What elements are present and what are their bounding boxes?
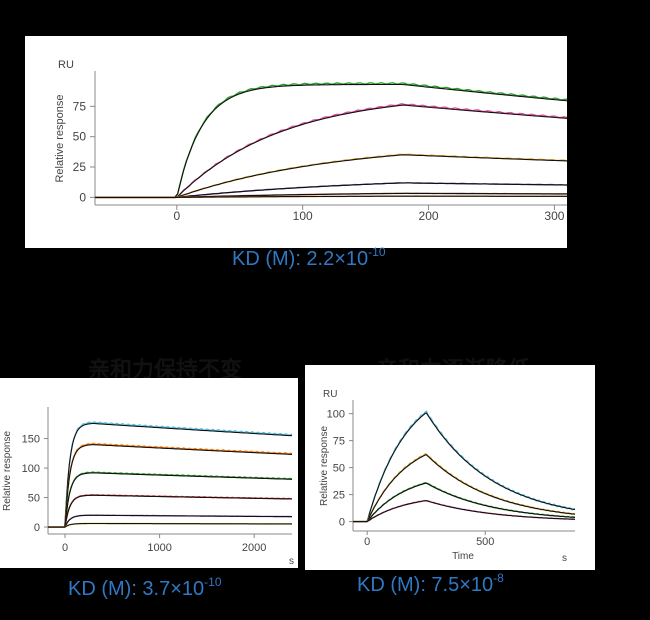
series-fit-line xyxy=(353,482,575,523)
sensorgram-chart-bottom-left: 0 50 100 150 0 1000 2000 Relative response s xyxy=(2,407,294,567)
y-tick-label: 25 xyxy=(73,160,87,174)
series-fit-line xyxy=(48,494,292,528)
x-tick-label: 0 xyxy=(173,209,180,223)
series-data-line xyxy=(95,181,568,199)
x-tick-label: 0 xyxy=(62,542,68,554)
series-fit-line xyxy=(48,422,293,528)
kd-label-bottom-right-exponent: -8 xyxy=(493,571,504,585)
chart-panel-top: 0 25 50 75 0 100 200 300 Relative response RU xyxy=(25,36,568,248)
y-tick-label: 50 xyxy=(333,463,345,475)
y-tick-label: 25 xyxy=(333,490,345,502)
x-tick-label: 0 xyxy=(364,536,370,548)
x-axis-label: Time xyxy=(452,551,474,562)
x-tick-label: 300 xyxy=(544,209,564,223)
x-unit-label: s xyxy=(289,556,294,567)
series-fit-line xyxy=(95,195,567,198)
sensorgram-chart-top: 0 25 50 75 0 100 200 300 Relative response RU xyxy=(54,59,568,223)
x-tick-label: 2000 xyxy=(242,542,266,554)
y-unit-label: RU xyxy=(58,59,74,71)
series-fit-line xyxy=(95,83,568,198)
series-fit-line xyxy=(48,444,293,528)
y-tick-label: 75 xyxy=(73,99,87,113)
kd-label-top-exponent: -10 xyxy=(368,245,386,259)
sensorgram-chart-bottom-right: 0 25 50 75 100 0 500 Relative response RU s Time xyxy=(319,389,576,564)
series-data-line xyxy=(48,471,293,528)
series-fit-line xyxy=(353,454,576,523)
series-fit-line xyxy=(95,154,568,198)
chart-panel-bottom-left: 0 50 100 150 0 1000 2000 Relative response s xyxy=(0,378,298,568)
y-axis-label: Relative response xyxy=(319,426,330,506)
title-bottom-left: 亲和力保持不变 xyxy=(88,357,243,382)
series-fit-line xyxy=(353,412,576,523)
x-tick-label: 1000 xyxy=(147,542,171,554)
kd-label-bottom-left: KD (M): 3.7×10-10 xyxy=(68,575,222,601)
y-tick-label: 75 xyxy=(333,436,345,448)
y-unit-label: RU xyxy=(323,389,337,400)
series-fit-line xyxy=(48,472,292,528)
y-axis-label: Relative response xyxy=(54,94,66,182)
series-data-line xyxy=(48,442,293,528)
y-tick-label: 0 xyxy=(79,190,86,204)
y-tick-label: 150 xyxy=(22,434,40,446)
kd-label-bottom-left-text: KD (M): 3.7×10 xyxy=(68,578,205,600)
kd-label-bottom-right: KD (M): 7.5×10-8 xyxy=(357,571,504,597)
chart-panel-bottom-right: 0 25 50 75 100 0 500 Relative response RU s Time xyxy=(305,365,595,570)
x-tick-label: 200 xyxy=(419,209,439,223)
x-unit-label: s xyxy=(562,553,567,564)
y-tick-label: 50 xyxy=(73,130,87,144)
y-tick-label: 100 xyxy=(327,409,345,421)
kd-label-top: KD (M): 2.2×10-10 xyxy=(232,245,386,271)
y-axis-label: Relative response xyxy=(2,431,13,511)
kd-label-top-text: KD (M): 2.2×10 xyxy=(232,248,369,270)
y-tick-label: 100 xyxy=(22,463,40,475)
series-fit-line xyxy=(48,514,292,528)
series-fit-line xyxy=(353,500,576,523)
series-data-line xyxy=(48,494,293,528)
y-tick-label: 0 xyxy=(339,517,345,529)
y-tick-label: 50 xyxy=(28,493,40,505)
y-tick-label: 0 xyxy=(34,522,40,534)
x-tick-label: 100 xyxy=(293,209,313,223)
series-fit-line xyxy=(48,522,292,528)
x-tick-label: 500 xyxy=(476,536,494,548)
kd-label-bottom-right-text: KD (M): 7.5×10 xyxy=(357,574,494,596)
kd-label-bottom-left-exponent: -10 xyxy=(204,575,222,589)
series-data-line xyxy=(95,153,568,199)
series-data-line xyxy=(95,81,568,199)
